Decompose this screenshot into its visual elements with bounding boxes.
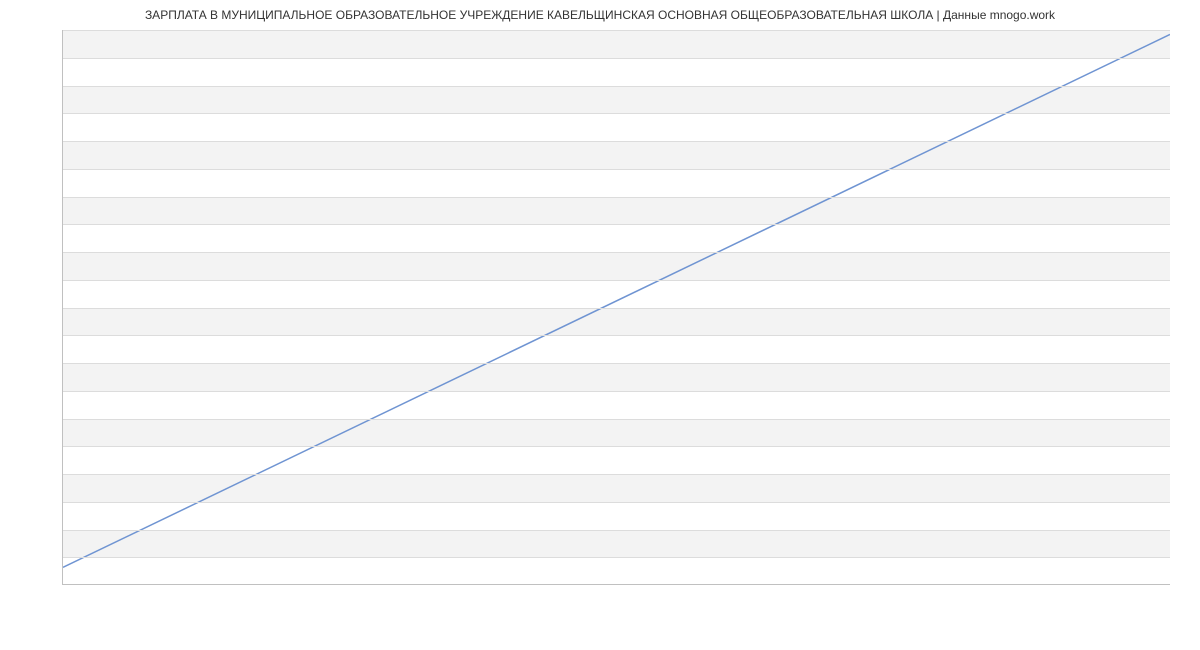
y-tick-label: 15750 — [62, 302, 63, 313]
gridline-y — [63, 224, 1170, 225]
gridline-y — [63, 280, 1170, 281]
gridline-y — [63, 530, 1170, 531]
gridline-y — [63, 446, 1170, 447]
gridline-y — [63, 335, 1170, 336]
gridline-y — [63, 86, 1170, 87]
y-tick-label: 16250 — [62, 30, 63, 36]
gridline-y — [63, 197, 1170, 198]
y-tick-label: 15300 — [62, 552, 63, 563]
y-tick-label: 15600 — [62, 385, 63, 396]
y-tick-label: 15400 — [62, 496, 63, 507]
gridline-y — [63, 474, 1170, 475]
y-tick-label: 15800 — [62, 274, 63, 285]
y-tick-label: 15850 — [62, 247, 63, 258]
plot-area: 15250 15300 15350 15400 15450 15500 15550 15600… — [62, 30, 1170, 585]
y-tick-label: 15950 — [62, 191, 63, 202]
y-tick-label: 15450 — [62, 469, 63, 480]
gridline-y — [63, 308, 1170, 309]
y-tick-label: 16000 — [62, 163, 63, 174]
gridline-y — [63, 502, 1170, 503]
y-tick-label: 16150 — [62, 80, 63, 91]
gridline-y — [63, 113, 1170, 114]
gridline-y — [63, 557, 1170, 558]
gridline-y — [63, 363, 1170, 364]
y-tick-label: 15650 — [62, 358, 63, 369]
gridline-y — [63, 141, 1170, 142]
y-tick-label: 15250 — [62, 580, 63, 586]
x-tick-label: 2023 — [1160, 584, 1170, 585]
y-tick-label: 15900 — [62, 219, 63, 230]
gridline-y — [63, 169, 1170, 170]
gridline-y — [63, 58, 1170, 59]
gridline-y — [63, 30, 1170, 31]
y-tick-label: 16100 — [62, 108, 63, 119]
y-tick-label: 15350 — [62, 524, 63, 535]
gridline-y — [63, 391, 1170, 392]
salary-line-chart: ЗАРПЛАТА В МУНИЦИПАЛЬНОЕ ОБРАЗОВАТЕЛЬНОЕ… — [0, 0, 1200, 650]
gridline-y — [63, 252, 1170, 253]
y-tick-label: 15550 — [62, 413, 63, 424]
y-tick-label: 16050 — [62, 136, 63, 147]
gridline-y — [63, 419, 1170, 420]
y-tick-label: 15700 — [62, 330, 63, 341]
chart-title: ЗАРПЛАТА В МУНИЦИПАЛЬНОЕ ОБРАЗОВАТЕЛЬНОЕ… — [0, 8, 1200, 22]
x-tick-label: 2022 — [62, 584, 74, 585]
y-tick-label: 15500 — [62, 441, 63, 452]
series-line-salary — [63, 34, 1170, 567]
y-tick-label: 16200 — [62, 52, 63, 63]
